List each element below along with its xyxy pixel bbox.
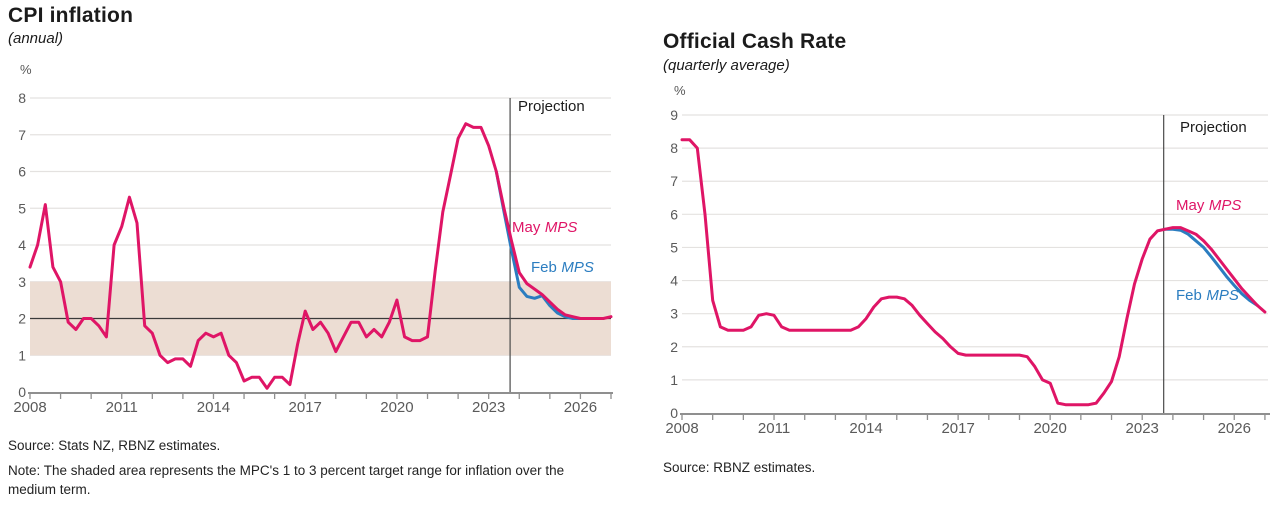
cpi-chart-title: CPI inflation	[8, 4, 134, 27]
svg-text:1: 1	[18, 347, 26, 363]
cpi-may-mps-label: May MPS	[512, 219, 577, 236]
svg-text:2017: 2017	[941, 420, 974, 437]
svg-text:7: 7	[18, 127, 26, 143]
svg-text:2011: 2011	[106, 399, 138, 416]
cpi-chart-subtitle: (annual)	[8, 30, 64, 47]
ocr-chart: 2008 2011 2014 2017 2020 2023 2026 0 1 2 3 4 5 6 7 8 9	[665, 107, 1270, 437]
svg-text:0: 0	[670, 405, 678, 421]
may-label-text: May	[1176, 197, 1205, 214]
ocr-feb-mps-label: Feb MPS	[1176, 287, 1239, 304]
feb-label-text: Feb	[1176, 287, 1202, 304]
svg-text:2: 2	[18, 311, 26, 327]
ocr-y-axis-unit: %	[674, 83, 686, 98]
svg-text:5: 5	[670, 239, 678, 255]
svg-text:2: 2	[670, 339, 678, 355]
svg-text:3: 3	[18, 274, 26, 290]
svg-text:2020: 2020	[380, 399, 413, 416]
svg-text:2026: 2026	[1218, 420, 1251, 437]
svg-text:2020: 2020	[1033, 420, 1066, 437]
ocr-projection-label: Projection	[1180, 119, 1247, 136]
svg-text:4: 4	[670, 273, 678, 289]
ocr-may-mps-label: May MPS	[1176, 197, 1241, 214]
ocr-source-text: Source: RBNZ estimates.	[663, 460, 816, 475]
cpi-source-text: Source: Stats NZ, RBNZ estimates.	[8, 438, 221, 453]
cpi-projection-label: Projection	[518, 98, 585, 115]
svg-text:4: 4	[18, 237, 26, 253]
svg-text:2023: 2023	[1126, 420, 1159, 437]
svg-text:3: 3	[670, 306, 678, 322]
cpi-y-axis-unit: %	[20, 62, 32, 77]
feb-label-text: Feb	[531, 259, 557, 276]
cpi-note-text: Note: The shaded area represents the MPC…	[8, 463, 565, 498]
mps-italic-text: MPS	[1208, 197, 1242, 214]
ocr-chart-title: Official Cash Rate	[663, 30, 847, 53]
cpi-feb-mps-label: Feb MPS	[531, 259, 594, 276]
svg-text:2008: 2008	[13, 399, 46, 416]
svg-text:8: 8	[18, 90, 26, 106]
svg-text:2017: 2017	[289, 399, 322, 416]
mps-italic-text: MPS	[1206, 287, 1239, 304]
svg-text:2023: 2023	[472, 399, 505, 416]
svg-text:9: 9	[670, 107, 678, 123]
ocr-chart-subtitle: (quarterly average)	[663, 57, 790, 74]
svg-text:6: 6	[670, 206, 678, 222]
svg-text:2026: 2026	[564, 399, 597, 416]
mps-italic-text: MPS	[561, 259, 594, 276]
svg-text:2014: 2014	[849, 420, 882, 437]
mps-italic-text: MPS	[544, 219, 578, 236]
svg-text:2011: 2011	[758, 420, 790, 437]
svg-text:8: 8	[670, 140, 678, 156]
svg-text:0: 0	[18, 384, 26, 400]
may-label-text: May	[512, 219, 541, 236]
svg-text:5: 5	[18, 200, 26, 216]
svg-text:1: 1	[670, 372, 678, 388]
svg-text:2014: 2014	[197, 399, 230, 416]
svg-text:6: 6	[18, 164, 26, 180]
cpi-chart: 2008 2011 2014 2017 2020 2023 2026 0 1 2 3 4 5 6 7 8	[13, 90, 613, 416]
svg-text:7: 7	[670, 173, 678, 189]
svg-text:2008: 2008	[665, 420, 698, 437]
